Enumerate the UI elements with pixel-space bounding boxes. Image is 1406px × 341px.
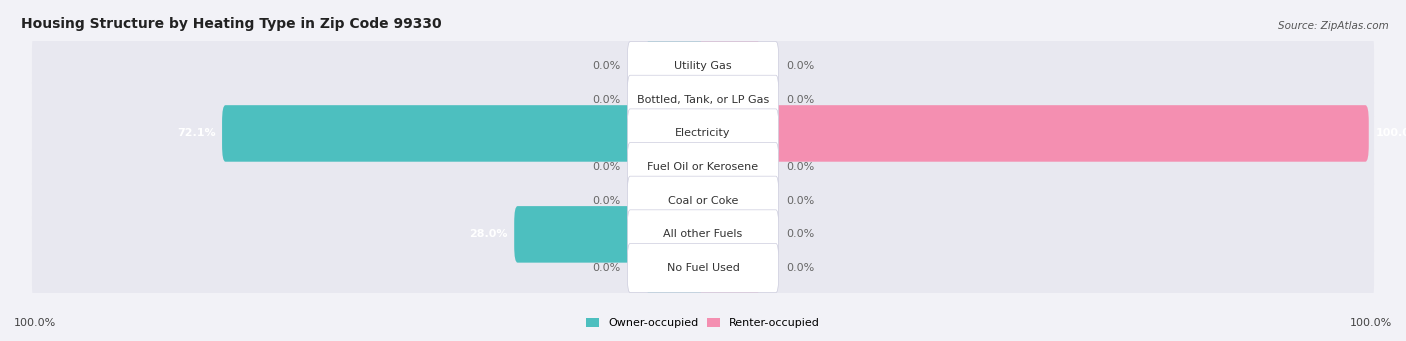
Text: 0.0%: 0.0% <box>592 196 620 206</box>
FancyBboxPatch shape <box>700 206 759 263</box>
Text: Housing Structure by Heating Type in Zip Code 99330: Housing Structure by Heating Type in Zip… <box>21 17 441 31</box>
FancyBboxPatch shape <box>32 59 1374 140</box>
FancyBboxPatch shape <box>627 210 779 259</box>
Text: All other Fuels: All other Fuels <box>664 229 742 239</box>
Text: 0.0%: 0.0% <box>786 229 814 239</box>
FancyBboxPatch shape <box>700 240 759 296</box>
Text: 0.0%: 0.0% <box>786 263 814 273</box>
FancyBboxPatch shape <box>700 105 1369 162</box>
Text: 0.0%: 0.0% <box>592 95 620 105</box>
Text: 0.0%: 0.0% <box>592 263 620 273</box>
Text: 72.1%: 72.1% <box>177 129 215 138</box>
FancyBboxPatch shape <box>627 176 779 225</box>
Text: Electricity: Electricity <box>675 129 731 138</box>
Text: 0.0%: 0.0% <box>786 95 814 105</box>
FancyBboxPatch shape <box>647 240 706 296</box>
Text: 100.0%: 100.0% <box>14 318 56 328</box>
FancyBboxPatch shape <box>627 109 779 158</box>
FancyBboxPatch shape <box>700 139 759 195</box>
Text: 0.0%: 0.0% <box>592 61 620 71</box>
Text: No Fuel Used: No Fuel Used <box>666 263 740 273</box>
FancyBboxPatch shape <box>700 38 759 94</box>
FancyBboxPatch shape <box>32 227 1374 309</box>
FancyBboxPatch shape <box>627 42 779 91</box>
FancyBboxPatch shape <box>32 93 1374 174</box>
FancyBboxPatch shape <box>32 160 1374 241</box>
FancyBboxPatch shape <box>32 194 1374 275</box>
FancyBboxPatch shape <box>647 139 706 195</box>
FancyBboxPatch shape <box>700 72 759 128</box>
Text: Bottled, Tank, or LP Gas: Bottled, Tank, or LP Gas <box>637 95 769 105</box>
Text: 0.0%: 0.0% <box>786 196 814 206</box>
FancyBboxPatch shape <box>515 206 706 263</box>
Text: 0.0%: 0.0% <box>786 61 814 71</box>
Text: 100.0%: 100.0% <box>1375 129 1406 138</box>
Text: 100.0%: 100.0% <box>1350 318 1392 328</box>
FancyBboxPatch shape <box>647 38 706 94</box>
Text: 28.0%: 28.0% <box>470 229 508 239</box>
Legend: Owner-occupied, Renter-occupied: Owner-occupied, Renter-occupied <box>586 317 820 328</box>
Text: Source: ZipAtlas.com: Source: ZipAtlas.com <box>1278 21 1389 31</box>
Text: 0.0%: 0.0% <box>786 162 814 172</box>
Text: Coal or Coke: Coal or Coke <box>668 196 738 206</box>
FancyBboxPatch shape <box>32 26 1374 107</box>
FancyBboxPatch shape <box>32 127 1374 208</box>
FancyBboxPatch shape <box>700 173 759 229</box>
FancyBboxPatch shape <box>627 243 779 293</box>
FancyBboxPatch shape <box>647 72 706 128</box>
FancyBboxPatch shape <box>222 105 706 162</box>
Text: 0.0%: 0.0% <box>592 162 620 172</box>
Text: Fuel Oil or Kerosene: Fuel Oil or Kerosene <box>647 162 759 172</box>
Text: Utility Gas: Utility Gas <box>675 61 731 71</box>
FancyBboxPatch shape <box>627 75 779 124</box>
FancyBboxPatch shape <box>647 173 706 229</box>
FancyBboxPatch shape <box>627 143 779 192</box>
